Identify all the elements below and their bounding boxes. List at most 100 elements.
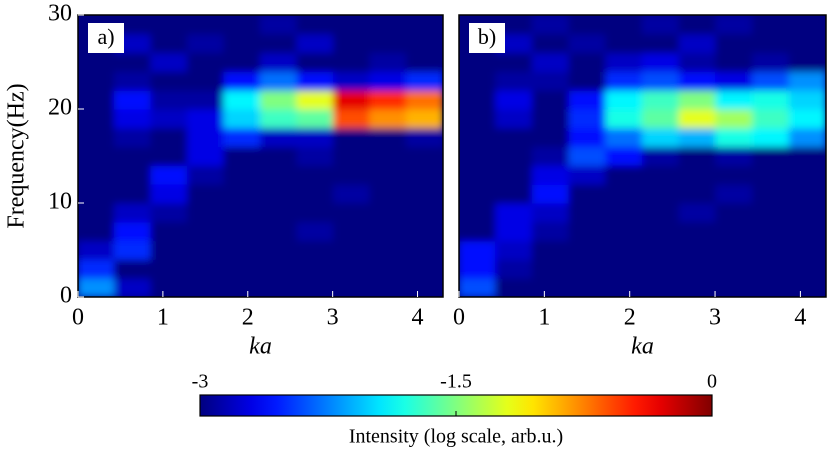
heat-cell bbox=[369, 277, 407, 297]
heat-cell bbox=[605, 33, 643, 54]
heat-cell bbox=[260, 240, 298, 260]
heat-cell bbox=[678, 146, 717, 166]
panel-label: a) bbox=[97, 24, 114, 49]
heat-cell bbox=[678, 108, 717, 129]
heat-cell bbox=[187, 52, 225, 72]
heatmap-cells bbox=[459, 15, 826, 297]
heat-cell bbox=[187, 221, 225, 242]
heat-cell bbox=[369, 240, 407, 260]
heat-cell bbox=[788, 164, 826, 185]
heat-cell bbox=[568, 15, 607, 35]
heat-cell bbox=[715, 202, 754, 223]
heat-cell bbox=[223, 164, 261, 185]
heat-cell bbox=[678, 183, 717, 204]
heat-cell bbox=[223, 52, 261, 72]
x-tick-label: 3 bbox=[709, 305, 721, 331]
colorbar-tick-label: 0 bbox=[707, 371, 717, 393]
heat-cell bbox=[150, 202, 188, 223]
heat-cell bbox=[568, 258, 607, 279]
heat-cell bbox=[715, 127, 754, 148]
heat-cell bbox=[715, 70, 754, 91]
heat-cell bbox=[568, 146, 607, 166]
heat-cell bbox=[459, 127, 497, 148]
heat-cell bbox=[642, 183, 680, 204]
heat-cell bbox=[296, 164, 334, 185]
y-tick-label: 10 bbox=[48, 189, 72, 215]
heat-cell bbox=[150, 52, 188, 72]
x-tick-label: 2 bbox=[624, 305, 636, 331]
heat-cell bbox=[495, 202, 533, 223]
heat-cell bbox=[260, 70, 298, 91]
y-tick-label: 20 bbox=[48, 95, 72, 121]
heat-cell bbox=[406, 70, 443, 91]
x-axis-title: ka bbox=[631, 334, 654, 360]
heat-cell bbox=[406, 164, 443, 185]
heat-cell bbox=[78, 164, 115, 185]
heat-cell bbox=[495, 164, 533, 185]
heat-cell bbox=[260, 277, 298, 297]
heat-cell bbox=[459, 164, 497, 185]
heat-cell bbox=[114, 146, 152, 166]
heat-cell bbox=[678, 52, 717, 72]
heat-cell bbox=[788, 240, 826, 260]
heat-cell bbox=[369, 164, 407, 185]
heat-cell bbox=[296, 277, 334, 297]
heat-cell bbox=[296, 127, 334, 148]
heat-cell bbox=[495, 183, 533, 204]
heat-cell bbox=[678, 33, 717, 54]
heat-cell bbox=[296, 146, 334, 166]
heat-cell bbox=[187, 240, 225, 260]
heat-cell bbox=[715, 277, 754, 297]
heat-cell bbox=[114, 221, 152, 242]
heat-cell bbox=[788, 70, 826, 91]
heat-cell bbox=[369, 15, 407, 35]
heat-cell bbox=[531, 70, 570, 91]
heat-cell bbox=[752, 202, 790, 223]
heat-cell bbox=[187, 146, 225, 166]
colorbar-tick-label: -3 bbox=[192, 371, 209, 393]
heat-cell bbox=[333, 89, 371, 110]
heat-cell bbox=[752, 70, 790, 91]
heat-cell bbox=[568, 202, 607, 223]
heat-cell bbox=[788, 15, 826, 35]
heat-cell bbox=[260, 183, 298, 204]
heat-cell bbox=[459, 108, 497, 129]
heat-cell bbox=[150, 164, 188, 185]
heat-cell bbox=[752, 258, 790, 279]
heat-cell bbox=[788, 108, 826, 129]
heat-cell bbox=[333, 108, 371, 129]
heat-cell bbox=[114, 240, 152, 260]
heat-cell bbox=[406, 146, 443, 166]
heat-cell bbox=[333, 164, 371, 185]
x-tick-label: 4 bbox=[794, 305, 806, 331]
heat-cell bbox=[642, 258, 680, 279]
heat-cell bbox=[715, 33, 754, 54]
heat-cell bbox=[150, 240, 188, 260]
heat-cell bbox=[187, 202, 225, 223]
heat-cell bbox=[715, 89, 754, 110]
heat-cell bbox=[333, 277, 371, 297]
heat-cell bbox=[752, 240, 790, 260]
heat-cell bbox=[678, 15, 717, 35]
heat-cell bbox=[150, 146, 188, 166]
heat-cell bbox=[260, 127, 298, 148]
heat-cell bbox=[495, 221, 533, 242]
heat-cell bbox=[605, 70, 643, 91]
heat-cell bbox=[642, 33, 680, 54]
heat-cell bbox=[223, 89, 261, 110]
heat-cell bbox=[296, 221, 334, 242]
heat-cell bbox=[752, 15, 790, 35]
heat-cell bbox=[260, 202, 298, 223]
heat-cell bbox=[369, 127, 407, 148]
heat-cell bbox=[333, 70, 371, 91]
heat-cell bbox=[150, 108, 188, 129]
heat-cell bbox=[531, 127, 570, 148]
heat-cell bbox=[296, 89, 334, 110]
heat-cell bbox=[459, 183, 497, 204]
heat-cell bbox=[788, 183, 826, 204]
heat-cell bbox=[605, 202, 643, 223]
heat-cell bbox=[568, 183, 607, 204]
heat-cell bbox=[568, 240, 607, 260]
heat-cell bbox=[333, 202, 371, 223]
panel-label: b) bbox=[478, 24, 496, 49]
